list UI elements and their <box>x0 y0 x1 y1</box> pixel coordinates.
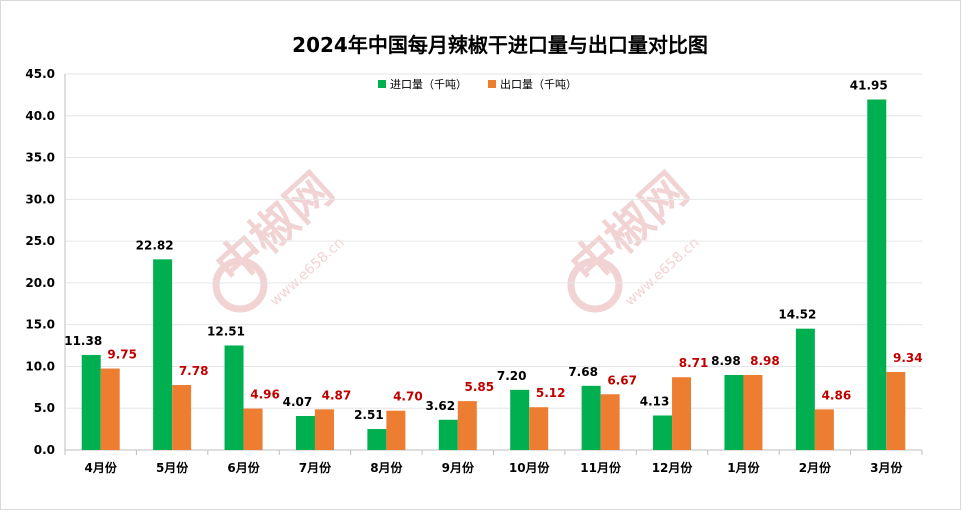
legend-swatch-import <box>378 80 386 88</box>
x-axis: 4月份 5月份 6月份 7月份 8月份 9月份 10月份 11月份 12月份 1月份 2月份 3月份 <box>64 449 923 475</box>
import-bar <box>81 354 101 450</box>
export-bar <box>743 374 763 450</box>
import-bar <box>867 99 887 451</box>
import-value-label: 41.95 <box>850 78 888 92</box>
y-tick-label: 25.0 <box>25 234 55 248</box>
export-value-label: 5.12 <box>536 386 566 400</box>
y-tick-label: 35.0 <box>25 151 55 165</box>
export-value-label: 8.98 <box>750 354 780 368</box>
legend-label-export: 出口量（千吨） <box>500 77 577 91</box>
x-tick-label: 2月份 <box>799 460 832 475</box>
x-tick-label: 1月份 <box>727 460 760 475</box>
y-tick-label: 40.0 <box>25 109 55 123</box>
x-tick-label: 12月份 <box>652 460 694 475</box>
export-bar <box>314 409 334 450</box>
export-value-label: 9.34 <box>893 351 923 365</box>
import-value-label: 14.52 <box>778 308 816 322</box>
export-value-label: 7.78 <box>179 364 209 378</box>
import-bar <box>438 419 458 450</box>
export-bar <box>814 409 834 450</box>
watermark-name: 中椒网 <box>560 162 699 294</box>
export-bar <box>886 371 906 450</box>
x-tick-label: 9月份 <box>442 460 475 475</box>
data-labels: 11.38 9.75 22.82 7.78 12.51 4.964.07 4.872.51 4… <box>64 78 922 422</box>
export-bar <box>386 410 406 450</box>
export-value-label: 4.86 <box>822 388 852 402</box>
export-bar <box>243 408 263 450</box>
x-tick-label: 3月份 <box>870 460 903 475</box>
x-tick-label: 6月份 <box>227 460 260 475</box>
x-tick-label: 7月份 <box>299 460 332 475</box>
import-bar <box>510 389 530 450</box>
import-value-label: 4.07 <box>283 395 313 409</box>
y-tick-label: 10.0 <box>25 359 55 373</box>
export-value-label: 4.70 <box>393 390 423 404</box>
import-bar <box>724 374 744 450</box>
import-bar <box>581 385 601 450</box>
y-tick-label: 15.0 <box>25 318 55 332</box>
import-bar <box>153 259 173 450</box>
export-bar <box>672 377 692 450</box>
export-bar <box>100 368 120 450</box>
export-value-label: 5.85 <box>464 380 494 394</box>
import-value-label: 22.82 <box>136 238 174 252</box>
export-value-label: 6.67 <box>607 373 637 387</box>
import-bar <box>653 415 673 450</box>
import-value-label: 11.38 <box>64 334 102 348</box>
y-tick-label: 45.0 <box>25 67 55 81</box>
y-tick-label: 5.0 <box>34 401 55 415</box>
x-tick-label: 4月份 <box>85 460 118 475</box>
export-bar <box>457 401 477 450</box>
legend-label-import: 进口量（千吨） <box>390 78 467 91</box>
import-bar <box>795 328 815 450</box>
y-tick-label: 30.0 <box>25 192 55 206</box>
export-bar <box>172 384 192 450</box>
x-tick-label: 10月份 <box>509 460 551 475</box>
export-value-label: 8.71 <box>679 356 709 370</box>
y-axis: 0.0 5.0 10.0 15.0 20.0 25.0 30.0 35.0 40.0 45.0 <box>25 67 66 457</box>
import-bar <box>295 415 315 450</box>
import-value-label: 8.98 <box>711 354 741 368</box>
import-value-label: 7.20 <box>497 369 527 383</box>
y-tick-label: 0.0 <box>34 443 55 457</box>
import-value-label: 3.62 <box>425 399 455 413</box>
gridlines <box>65 73 922 409</box>
import-value-label: 4.13 <box>640 394 670 408</box>
export-value-label: 9.75 <box>107 348 137 362</box>
export-value-label: 4.87 <box>322 388 352 402</box>
import-bar <box>367 429 387 450</box>
export-bar <box>600 394 620 450</box>
watermark-name: 中椒网 <box>205 162 344 294</box>
export-bar <box>529 407 549 450</box>
bars <box>81 99 906 451</box>
import-bar <box>224 345 244 450</box>
y-tick-label: 20.0 <box>25 276 55 290</box>
import-value-label: 12.51 <box>207 324 245 338</box>
export-value-label: 4.96 <box>250 388 280 402</box>
x-tick-label: 8月份 <box>370 460 403 475</box>
legend-swatch-export <box>488 80 496 88</box>
x-tick-label: 11月份 <box>580 460 622 475</box>
chart-title: 2024年中国每月辣椒干进口量与出口量对比图 <box>292 33 708 57</box>
import-value-label: 2.51 <box>354 408 384 422</box>
import-value-label: 7.68 <box>568 365 598 379</box>
x-tick-label: 5月份 <box>156 460 189 475</box>
legend: 进口量（千吨） 出口量（千吨） <box>378 77 577 91</box>
